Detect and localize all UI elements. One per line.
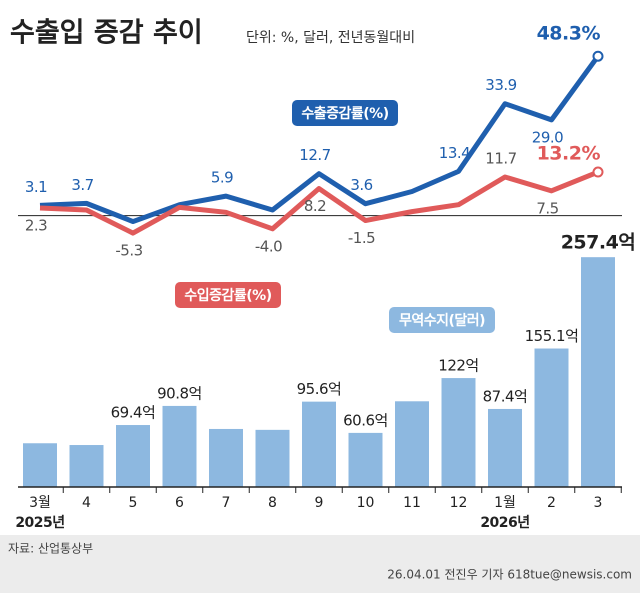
chart-title: 수출입 증감 추이 — [10, 18, 203, 49]
bar — [395, 401, 429, 487]
x-tick-label: 5 — [129, 495, 138, 511]
legend-label: 수입증감률(%) — [184, 287, 271, 304]
bar — [69, 445, 104, 487]
bar — [581, 257, 615, 487]
line — [39, 54, 601, 225]
line-value-label: 5.9 — [211, 169, 233, 187]
x-tick-label: 12 — [450, 495, 468, 511]
year-label: 2025년 — [15, 515, 64, 531]
bar — [302, 401, 336, 487]
line-value-label: 29.0 — [532, 128, 563, 146]
legend-label: 무역수지(달러) — [399, 312, 485, 329]
x-tick-label: 6 — [175, 495, 184, 511]
bar — [441, 378, 476, 487]
legend-badge — [389, 307, 495, 333]
bar-value-label: 95.6억 — [297, 380, 342, 398]
line-value-label: 11.7 — [485, 149, 516, 167]
line-value-label: 3.7 — [71, 176, 93, 194]
line-value-label: -4.0 — [255, 237, 282, 255]
bar — [348, 432, 383, 487]
bar — [116, 425, 150, 487]
bar-value-label: 257.4억 — [561, 232, 636, 254]
year-label: 2026년 — [480, 515, 529, 531]
bar-value-label: 60.6억 — [343, 411, 388, 429]
x-tick-label: 10 — [357, 495, 375, 511]
footer-band — [0, 535, 640, 593]
end-point — [592, 50, 604, 62]
line-value-label: 33.9 — [485, 76, 516, 94]
bar — [488, 408, 522, 487]
line-value-label: -5.3 — [115, 242, 142, 260]
x-tick-label: 7 — [222, 495, 231, 511]
line-value-label: 3.1 — [25, 178, 47, 196]
line — [39, 169, 599, 236]
credit: 26.04.01 전진우 기자 618tue@newsis.com — [387, 568, 632, 582]
bar — [534, 348, 569, 487]
bar-value-label: 90.8억 — [157, 384, 202, 402]
bar-value-label: 87.4억 — [483, 387, 528, 405]
bar — [209, 428, 243, 487]
bar-value-label: 155.1억 — [525, 327, 579, 345]
legend-badge — [292, 100, 398, 126]
x-tick-label: 8 — [268, 495, 277, 511]
x-tick-label: 2 — [547, 495, 556, 511]
bar — [162, 405, 197, 487]
legend-badge — [175, 282, 281, 308]
source: 자료: 산업통상부 — [8, 542, 93, 556]
line-value-label: -1.5 — [348, 229, 375, 247]
x-tick-label: 3월 — [29, 495, 51, 511]
x-tick-label: 3 — [594, 495, 603, 511]
bar — [23, 443, 57, 487]
x-tick-label: 4 — [82, 495, 91, 511]
line-value-label: 48.3% — [537, 23, 601, 45]
chart-subtitle: 단위: %, 달러, 전년동월대비 — [246, 30, 415, 46]
line-value-label: 12.7 — [299, 146, 330, 164]
bar — [255, 429, 290, 487]
bar-value-label: 69.4억 — [111, 404, 156, 422]
bar-value-label: 122억 — [438, 357, 478, 375]
line-value-label: 2.3 — [25, 217, 47, 235]
x-tick-label: 11 — [403, 495, 421, 511]
line-value-label: 3.6 — [350, 176, 372, 194]
end-point — [592, 166, 604, 178]
line-value-label: 13.2% — [537, 143, 601, 165]
line-value-label: 13.4 — [439, 144, 470, 162]
line-value-label: 8.2 — [304, 197, 326, 215]
legend-label: 수출증감률(%) — [301, 105, 388, 122]
line-value-label: 7.5 — [536, 199, 558, 217]
x-tick-label: 9 — [315, 495, 324, 511]
x-tick-label: 1월 — [494, 495, 516, 511]
